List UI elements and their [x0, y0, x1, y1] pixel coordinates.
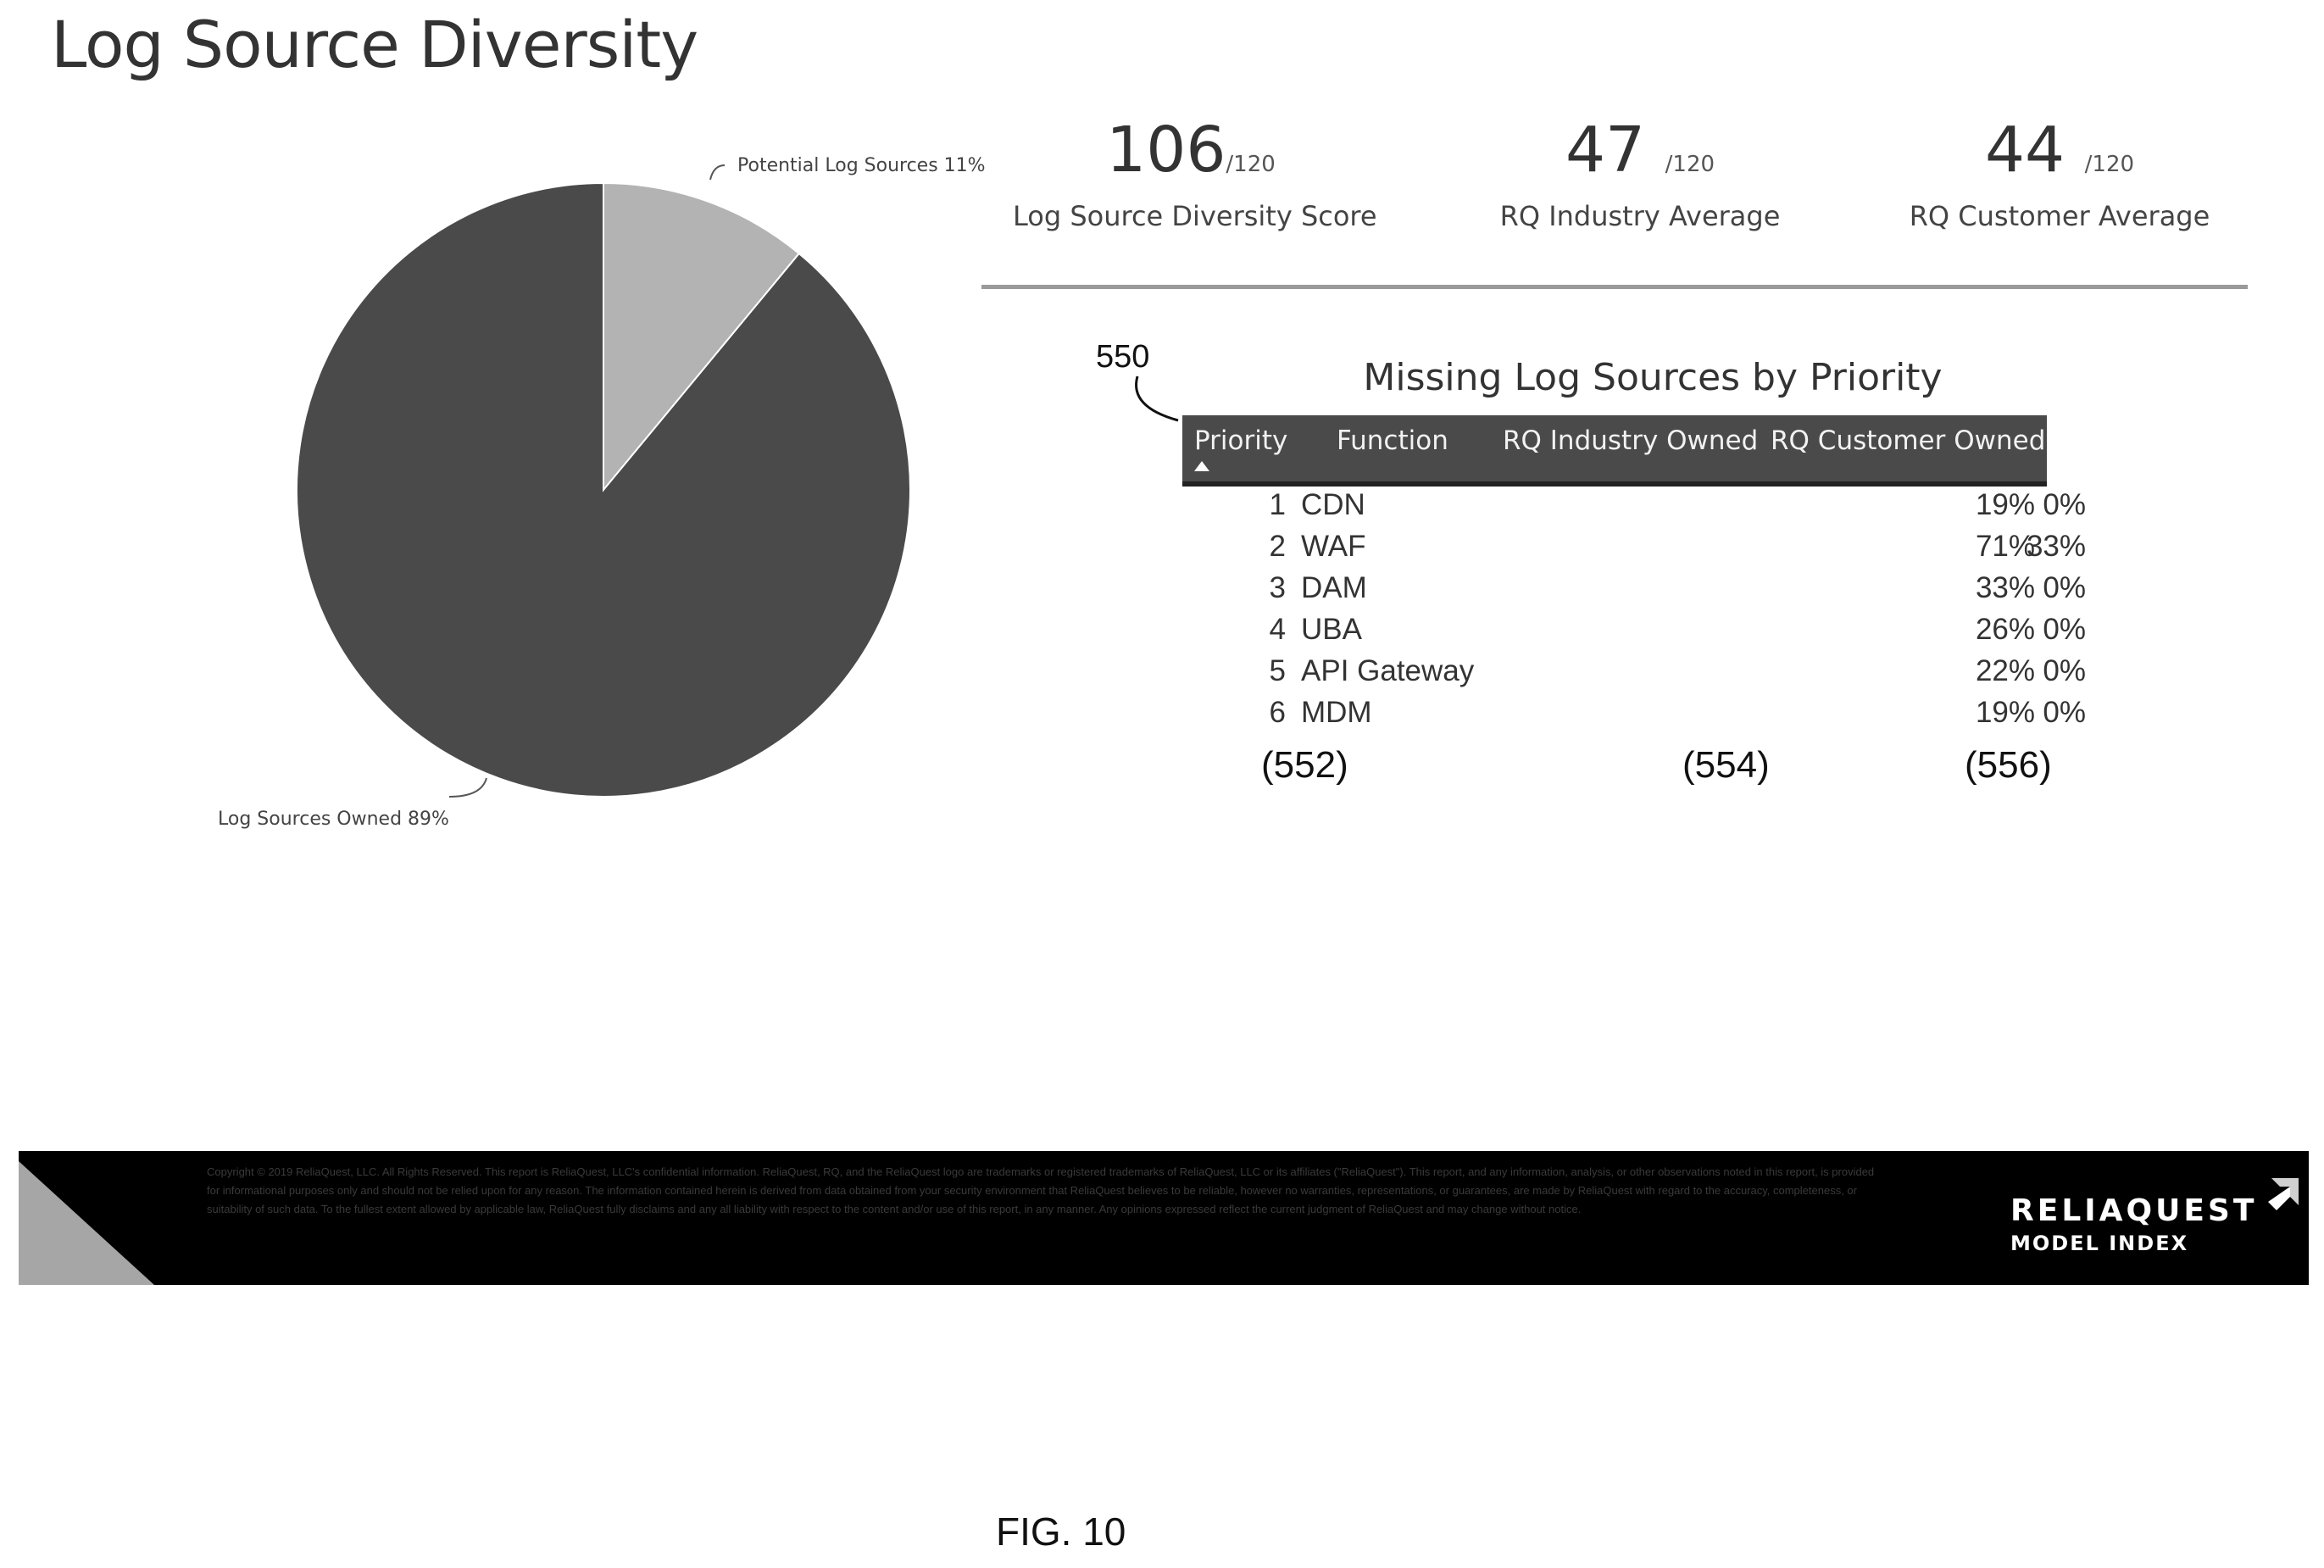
table-header: Priority Function RQ Industry Owned RQ C…: [1182, 415, 2047, 487]
kpi-number: 44: [1984, 114, 2065, 186]
cell-customer-owned: 71%: [1975, 530, 2035, 563]
reference-leader-550: [1135, 375, 1179, 422]
table-row: 5 API Gateway 0% 22%: [1182, 651, 2086, 692]
pie-slice-owned: [296, 181, 911, 798]
brand-arrow-icon: [2268, 1178, 2299, 1210]
kpi-max: /120: [2084, 152, 2135, 177]
reference-numeral-552: (552): [1261, 744, 1348, 786]
pie-label-owned: Log Sources Owned 89%: [218, 809, 449, 830]
column-header-industry-owned[interactable]: RQ Industry Owned: [1503, 425, 1759, 456]
reference-numeral-554: (554): [1682, 744, 1770, 786]
cell-function: API Gateway: [1301, 654, 1475, 687]
cell-industry-owned: 0%: [2043, 571, 2086, 604]
kpi-diversity-score: 106/120 Log Source Diversity Score: [1013, 119, 1377, 232]
cell-function: UBA: [1301, 613, 1362, 646]
column-header-customer-owned[interactable]: RQ Customer Owned: [1771, 425, 2046, 456]
sort-ascending-icon: [1194, 461, 1209, 471]
pie-leader-potential: [709, 164, 726, 181]
footer-disclaimer: Copyright © 2019 ReliaQuest, LLC. All Ri…: [207, 1165, 1875, 1215]
cell-industry-owned: 0%: [2043, 613, 2086, 646]
cell-industry-owned: 33%: [2026, 530, 2086, 563]
kpi-divider: [981, 285, 2248, 289]
cell-function: CDN: [1301, 488, 1365, 521]
kpi-industry-average: 47 /120 RQ Industry Average: [1462, 119, 1818, 232]
cell-priority: 4: [1269, 613, 1286, 646]
table-row: 1 CDN 0% 19%: [1182, 485, 2086, 526]
cell-industry-owned: 0%: [2043, 696, 2086, 729]
figure-label: FIG. 10: [996, 1510, 1126, 1554]
cell-customer-owned: 26%: [1975, 613, 2035, 646]
reference-numeral-556: (556): [1965, 744, 2052, 786]
kpi-label: RQ Customer Average: [1909, 200, 2210, 232]
kpi-label: Log Source Diversity Score: [1013, 200, 1377, 232]
column-header-function[interactable]: Function: [1337, 425, 1448, 456]
kpi-number: 106: [1106, 114, 1226, 186]
table-title: Missing Log Sources by Priority: [1363, 356, 1943, 399]
kpi-value: 44 /120: [1882, 119, 2238, 181]
cell-priority: 3: [1269, 571, 1286, 604]
cell-function: WAF: [1301, 530, 1366, 563]
cell-industry-owned: 0%: [2043, 654, 2086, 687]
cell-customer-owned: 19%: [1975, 488, 2035, 521]
kpi-number: 47: [1565, 114, 1646, 186]
cell-customer-owned: 22%: [1975, 654, 2035, 687]
cell-priority: 2: [1269, 530, 1286, 563]
kpi-label: RQ Industry Average: [1499, 200, 1781, 232]
table-body: 1 CDN 0% 19% 2 WAF 33% 71% 3 DAM 0% 33% …: [1182, 485, 2086, 734]
cell-priority: 5: [1269, 654, 1286, 687]
cell-customer-owned: 33%: [1975, 571, 2035, 604]
pie-leader-owned: [448, 777, 487, 798]
cell-priority: 6: [1269, 696, 1286, 729]
kpi-max: /120: [1665, 152, 1715, 177]
footer-banner: Copyright © 2019 ReliaQuest, LLC. All Ri…: [19, 1151, 2309, 1285]
column-header-priority[interactable]: Priority: [1194, 425, 1288, 456]
pie-label-potential: Potential Log Sources 11%: [737, 155, 986, 176]
brand-logo: RELIAQUEST MODEL INDEX: [2010, 1193, 2257, 1255]
brand-name: RELIAQUEST: [2010, 1193, 2258, 1228]
cell-priority: 1: [1269, 488, 1286, 521]
table-row: 2 WAF 33% 71%: [1182, 526, 2086, 568]
cell-customer-owned: 19%: [1975, 696, 2035, 729]
table-row: 4 UBA 0% 26%: [1182, 609, 2086, 651]
brand-subtitle: MODEL INDEX: [2010, 1232, 2189, 1255]
pie-slice-potential: [603, 181, 801, 492]
kpi-customer-average: 44 /120 RQ Customer Average: [1882, 119, 2238, 232]
page-title: Log Source Diversity: [51, 7, 698, 82]
footer-corner-triangle: [19, 1161, 154, 1285]
table-row: 3 DAM 0% 33%: [1182, 568, 2086, 609]
reference-numeral-550: 550: [1096, 339, 1150, 375]
pie-chart: Potential Log Sources 11% Log Sources Ow…: [195, 127, 1042, 856]
cell-industry-owned: 0%: [2043, 488, 2086, 521]
cell-function: MDM: [1301, 696, 1372, 729]
table-row: 6 MDM 0% 19%: [1182, 692, 2086, 734]
cell-function: DAM: [1301, 571, 1367, 604]
kpi-value: 47 /120: [1462, 119, 1818, 181]
kpi-max: /120: [1226, 152, 1276, 177]
pie-chart-svg: Potential Log Sources 11% Log Sources Ow…: [218, 155, 986, 830]
kpi-value: 106/120: [1013, 119, 1369, 181]
